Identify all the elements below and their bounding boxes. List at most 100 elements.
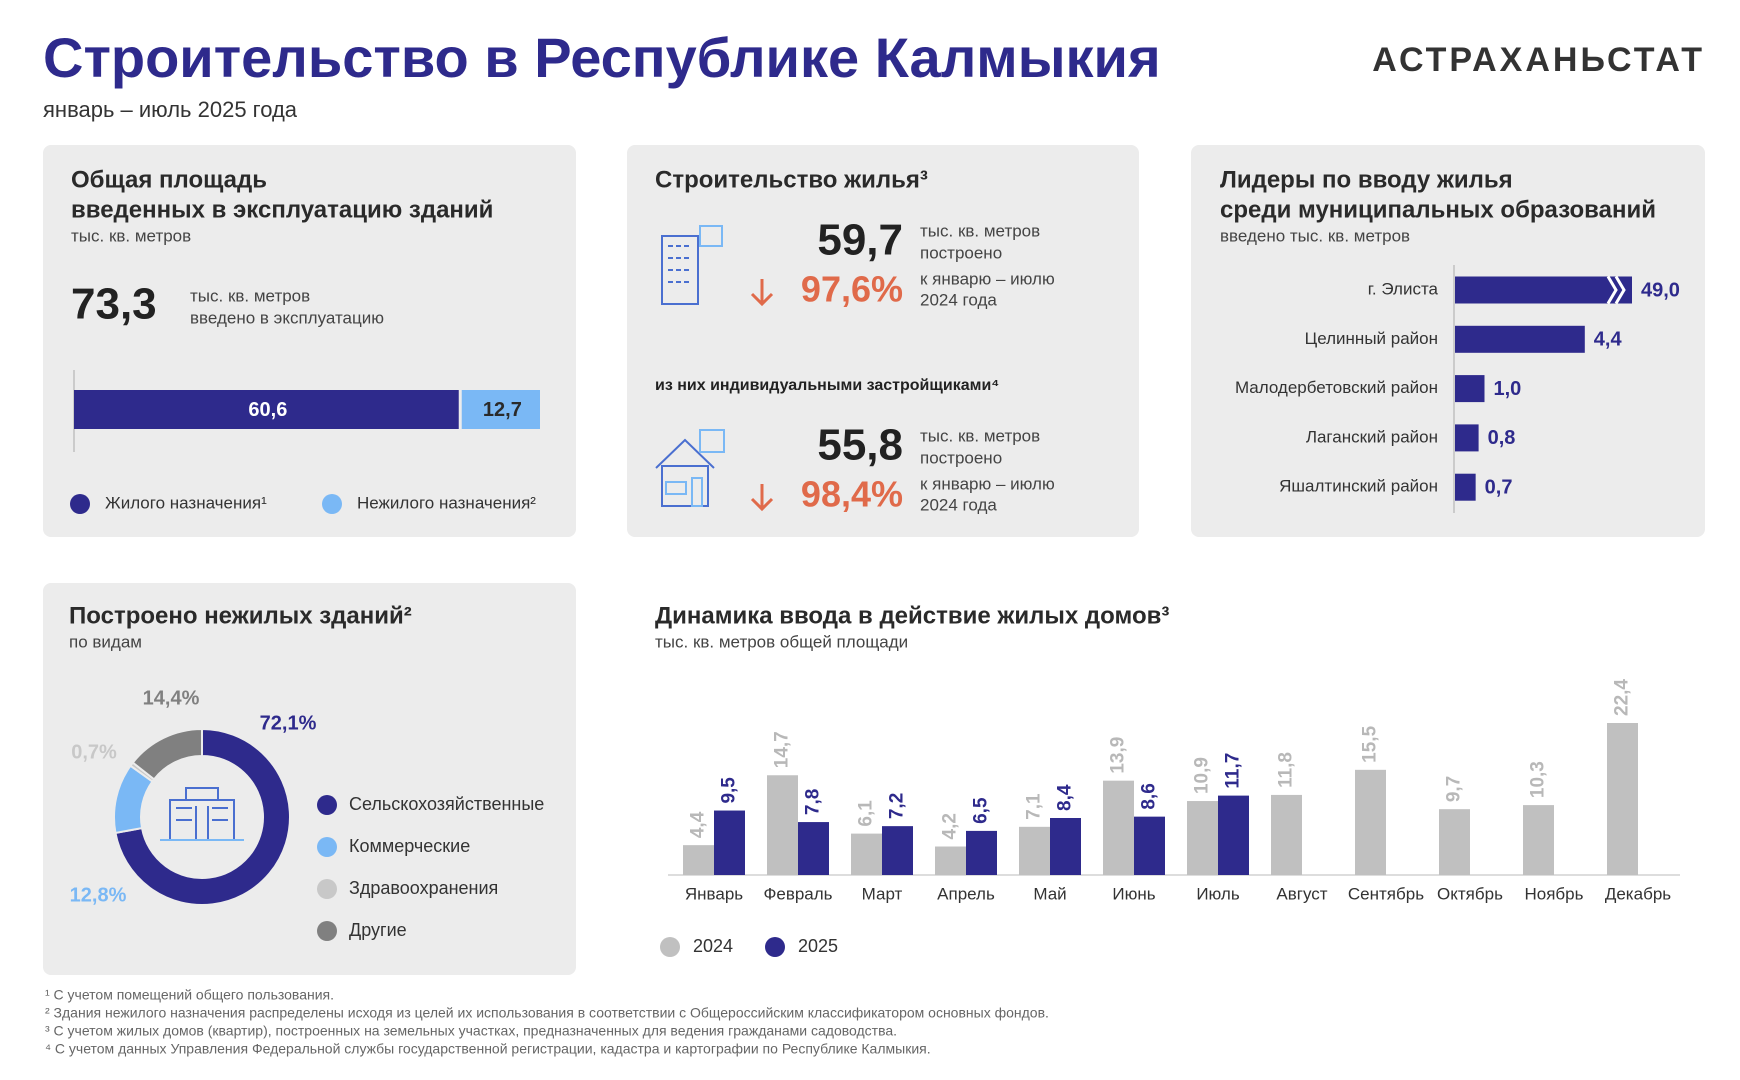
compare-note: 2024 года — [920, 495, 997, 514]
bar-label: 60,6 — [248, 399, 287, 421]
legend-label: Нежилого назначения² — [357, 493, 536, 512]
compare-note: к январю – июлю — [920, 474, 1055, 493]
bar — [1455, 276, 1632, 304]
big-value: 55,8 — [817, 421, 903, 470]
panel-subtitle: по видам — [69, 632, 142, 651]
bar — [1050, 818, 1081, 875]
value-label: 15,5 — [1360, 725, 1381, 762]
axis-break — [1606, 275, 1626, 305]
x-tick-label: Февраль — [763, 884, 832, 903]
value-label: 7,2 — [887, 793, 908, 819]
x-tick-label: Август — [1276, 884, 1327, 903]
y-tick-label: Малодербетовский район — [1235, 378, 1438, 397]
value-label: 10,3 — [1528, 761, 1549, 798]
panel-title: среди муниципальных образований — [1220, 196, 1656, 223]
value-label: 7,1 — [1024, 793, 1045, 820]
value-label: 11,8 — [1276, 752, 1297, 788]
x-tick-label: Октябрь — [1437, 884, 1503, 903]
value-label: 14,7 — [772, 731, 793, 768]
panel-subtitle: из них индивидуальными застройщиками⁴ — [655, 377, 999, 394]
bar — [1455, 424, 1479, 452]
value-label: 0,7% — [71, 741, 117, 763]
value-label: 10,9 — [1192, 757, 1213, 794]
legend-swatch — [317, 795, 337, 815]
bar-segment — [74, 390, 459, 429]
building-icon — [160, 787, 244, 841]
value-label: 14,4% — [143, 687, 200, 709]
bar-segment — [461, 390, 540, 429]
bar — [767, 775, 798, 875]
legend-label: Коммерческие — [349, 836, 470, 856]
value-label: 7,8 — [803, 789, 824, 815]
unit-note: тыс. кв. метров — [920, 221, 1040, 240]
y-tick-label: г. Элиста — [1368, 279, 1439, 298]
panel-title: введенных в эксплуатацию зданий — [71, 196, 493, 223]
panel-title: Строительство жилья³ — [655, 166, 928, 193]
value-label: 8,6 — [1139, 783, 1160, 809]
footnote: ² Здания нежилого назначения распределен… — [45, 1005, 1049, 1021]
value-label: 6,1 — [856, 800, 877, 827]
panel-subtitle: введено тыс. кв. метров — [1220, 226, 1410, 245]
bar — [882, 826, 913, 875]
bar — [1455, 325, 1585, 353]
bar — [714, 810, 745, 875]
value-label: 4,4 — [688, 811, 709, 838]
value-label: 49,0 — [1641, 279, 1680, 301]
x-tick-label: Июнь — [1112, 884, 1155, 903]
bar — [851, 833, 882, 875]
panel — [1191, 145, 1705, 537]
legend-label: Другие — [349, 920, 407, 940]
legend-label: 2024 — [693, 936, 733, 956]
bar — [935, 846, 966, 875]
chart-subtitle: тыс. кв. метров общей площади — [655, 632, 908, 651]
legend-label: Жилого назначения¹ — [105, 493, 267, 512]
value-label: 22,4 — [1612, 679, 1633, 716]
bar — [1134, 816, 1165, 875]
value-label: 4,2 — [940, 813, 961, 839]
bar — [1019, 826, 1050, 875]
y-tick-label: Целинный район — [1305, 329, 1438, 348]
down-arrow — [750, 279, 774, 512]
value-label: 72,1% — [260, 712, 317, 734]
x-tick-label: Декабрь — [1605, 884, 1671, 903]
x-tick-label: Январь — [685, 884, 743, 903]
house-icon — [655, 429, 725, 507]
panel — [43, 145, 576, 537]
legend-swatch — [322, 494, 342, 514]
bar — [1439, 809, 1470, 875]
value-label: 12,8% — [70, 884, 127, 906]
unit-note: тыс. кв. метров — [920, 426, 1040, 445]
page-subtitle: январь – июль 2025 года — [43, 97, 298, 122]
change-value: 97,6% — [801, 269, 903, 310]
value-label: 0,8 — [1488, 427, 1516, 449]
x-tick-label: Май — [1033, 884, 1066, 903]
legend-label: Здравоохранения — [349, 878, 498, 898]
value-label: 11,7 — [1223, 753, 1244, 789]
value-label: 13,9 — [1108, 737, 1129, 774]
legend-swatch — [765, 937, 785, 957]
y-tick-label: Лаганский район — [1306, 427, 1438, 446]
value-label: 8,4 — [1055, 784, 1076, 811]
bar — [1523, 805, 1554, 875]
value-label: 9,5 — [719, 777, 740, 804]
legend-swatch — [317, 921, 337, 941]
bar — [798, 822, 829, 875]
value-note: тыс. кв. метров — [190, 286, 310, 305]
big-value: 73,3 — [71, 280, 157, 329]
panel — [627, 145, 1139, 537]
bar — [683, 845, 714, 875]
value-label: 0,7 — [1485, 476, 1513, 498]
unit-note: построено — [920, 243, 1002, 262]
value-label: 4,4 — [1594, 329, 1623, 351]
y-tick-label: Яшалтинский район — [1279, 477, 1438, 496]
x-tick-label: Март — [862, 884, 903, 903]
value-label: 1,0 — [1494, 378, 1522, 400]
footnote: ¹ С учетом помещений общего пользования. — [45, 987, 334, 1003]
legend-label: 2025 — [798, 936, 838, 956]
bar — [1271, 794, 1302, 875]
logo: АСТРАХАНЬСТАТ — [1372, 41, 1705, 79]
x-tick-label: Ноябрь — [1525, 884, 1584, 903]
bar-label: 12,7 — [483, 399, 522, 421]
bar — [1218, 795, 1249, 875]
